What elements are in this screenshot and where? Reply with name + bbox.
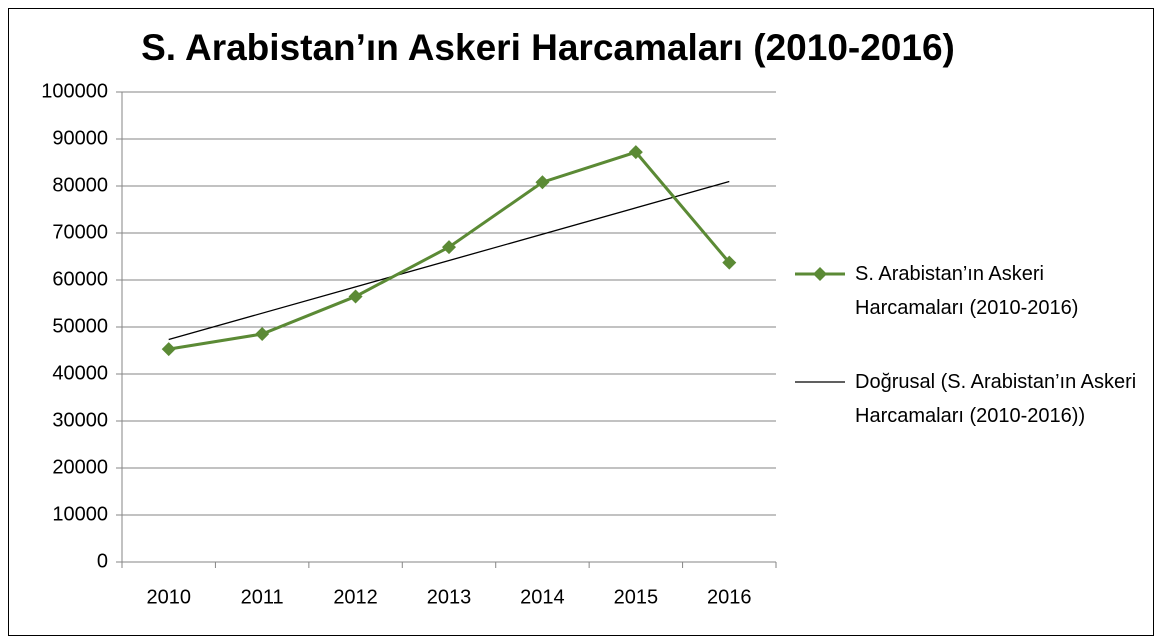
y-tick-label: 0 xyxy=(97,550,108,572)
trendline xyxy=(168,180,730,341)
x-tick-label: 2013 xyxy=(427,586,472,608)
x-tick-label: 2012 xyxy=(333,586,378,608)
y-tick-label: 70000 xyxy=(52,221,108,243)
x-tick-label: 2011 xyxy=(241,586,284,608)
x-tick-label: 2010 xyxy=(146,586,191,608)
y-tick-label: 50000 xyxy=(52,315,108,337)
y-tick-label: 80000 xyxy=(52,174,108,196)
data-point xyxy=(348,289,363,304)
y-tick-label: 10000 xyxy=(52,503,108,525)
y-tick-label: 100000 xyxy=(41,80,108,102)
data-point xyxy=(535,175,550,190)
data-point xyxy=(722,255,737,270)
y-tick-label: 30000 xyxy=(52,409,108,431)
y-tick-label: 90000 xyxy=(52,127,108,149)
data-point xyxy=(442,240,456,255)
data-point xyxy=(255,327,270,342)
data-point xyxy=(628,145,643,160)
chart-frame xyxy=(8,8,1154,636)
x-tick-label: 2016 xyxy=(707,586,752,608)
x-tick-label: 2014 xyxy=(520,586,565,608)
data-point xyxy=(161,342,176,357)
legend-marker xyxy=(813,267,827,281)
y-tick-label: 60000 xyxy=(52,268,108,290)
y-tick-label: 20000 xyxy=(52,456,108,478)
legend-label: Doğrusal (S. Arabistan’ın Askeri Harcama… xyxy=(855,371,1137,427)
x-tick-label: 2015 xyxy=(614,586,659,608)
y-tick-label: 40000 xyxy=(52,362,108,384)
legend-label: S. Arabistan’ın Askeri Harcamaları (2010… xyxy=(855,263,1079,319)
chart-title: S. Arabistan’ın Askeri Harcamaları (2010… xyxy=(141,27,955,68)
